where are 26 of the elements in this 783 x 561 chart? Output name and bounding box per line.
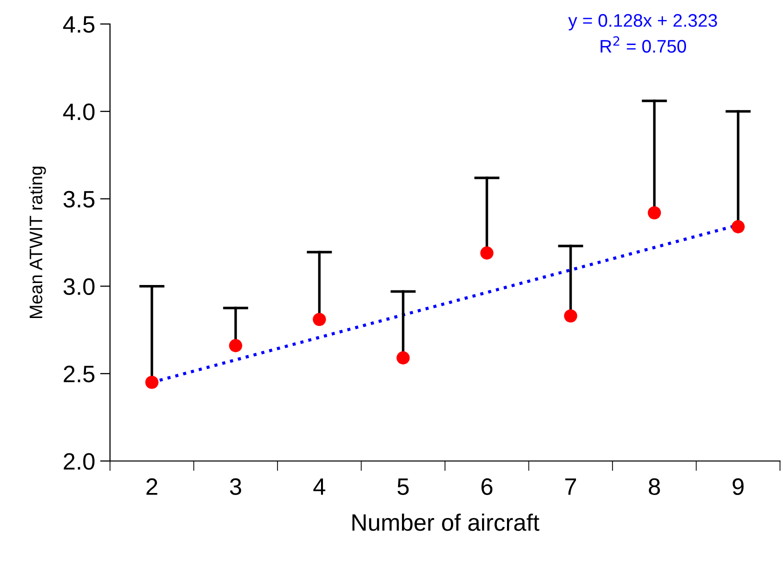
point [145,376,158,389]
y-tick-label: 2.5 [64,366,94,382]
y-tick-label: 2.0 [64,453,94,470]
y-tick-label: 4.5 [63,16,94,33]
x-tick-label: 3 [230,478,242,496]
y-tick-label: 3.5 [63,190,94,208]
x-tick-label: 2 [146,478,158,495]
y-tick-label: 4.0 [63,103,94,120]
y-axis-title: Mean ATWIT rating [29,166,46,318]
x-tick-label: 8 [648,478,660,496]
x-tick-label: 6 [482,478,492,496]
y-tick-label: 3.0 [63,278,94,295]
point [480,246,494,260]
x-tick-label: 7 [565,478,576,495]
point [648,206,661,220]
x-axis-title: Number of aircraft [352,514,540,531]
point [564,309,578,323]
annotation: y = 0.128x + 2.323 [568,14,717,30]
point [312,312,326,326]
x-tick-label: 4 [313,478,326,495]
point [396,351,410,364]
annotation: R$^{2}$ = 0.750 [600,36,686,53]
x-tick-label: 9 [732,478,744,496]
x-tick-label: 5 [398,478,409,496]
point [732,220,745,234]
point [229,339,242,352]
